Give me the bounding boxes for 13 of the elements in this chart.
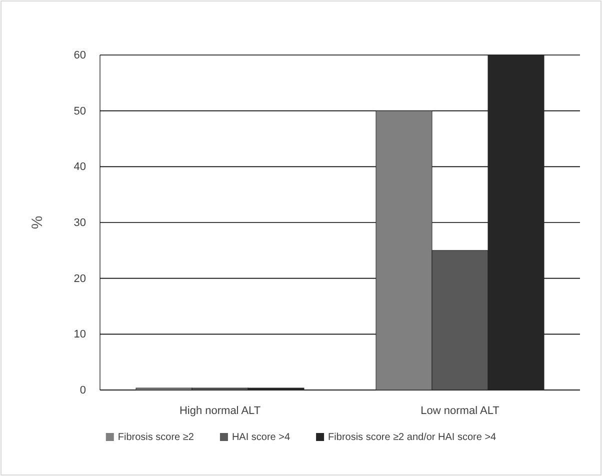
- y-tick-label: 10: [74, 328, 86, 341]
- legend-label: HAI score >4: [232, 432, 290, 443]
- y-axis-title: %: [29, 216, 46, 230]
- legend-label: Fibrosis score ≥2 and/or HAI score >4: [328, 432, 497, 443]
- x-tick-label: High normal ALT: [179, 404, 261, 417]
- y-tick-label: 50: [74, 105, 86, 118]
- x-tick-label: Low normal ALT: [420, 404, 500, 417]
- y-tick-label: 40: [74, 161, 86, 174]
- y-tick-label: 20: [74, 272, 86, 285]
- y-tick-label: 0: [80, 384, 86, 397]
- y-tick-label: 30: [74, 217, 86, 230]
- legend-label: Fibrosis score ≥2: [118, 432, 194, 443]
- y-tick-label: 60: [74, 50, 86, 62]
